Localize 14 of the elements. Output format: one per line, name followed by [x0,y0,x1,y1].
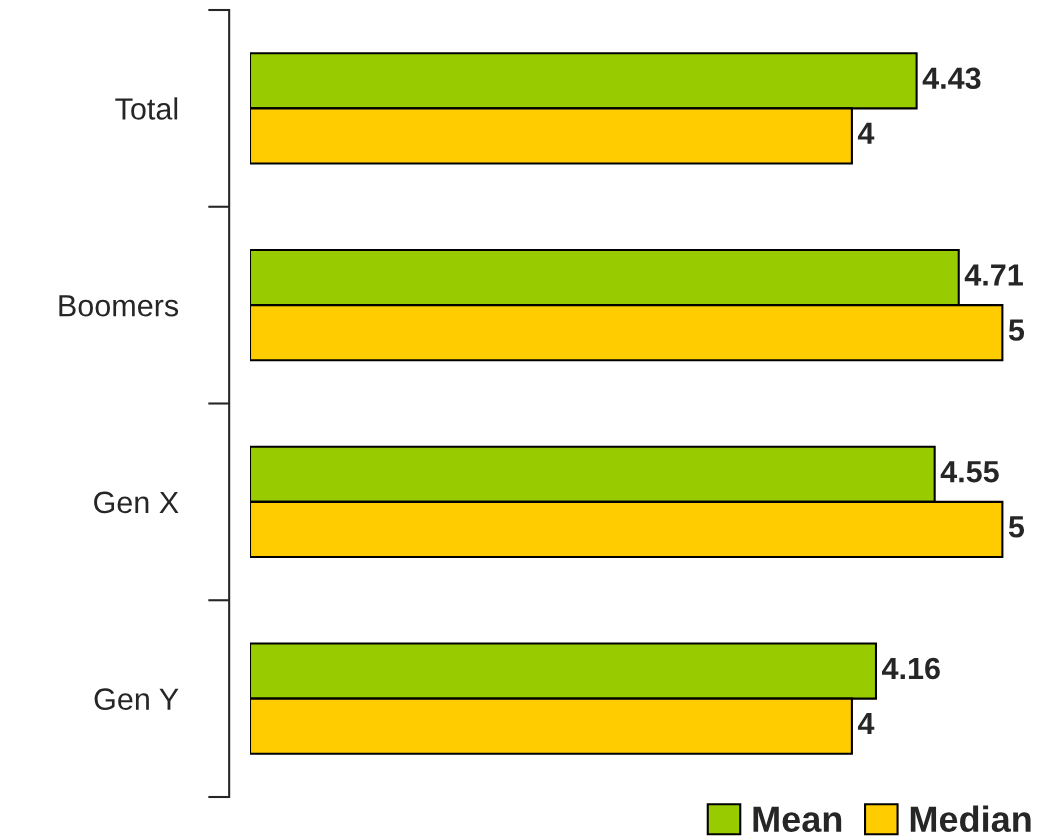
y-tick-label: Gen X [94,491,179,514]
y-tick-label: Total [115,97,178,120]
data-label: 4.71 [964,264,1023,286]
data-label: 4.43 [922,67,981,90]
legend-label: Median [910,805,1031,833]
data-label: 4 [857,713,875,735]
legend-label: Mean [753,806,842,833]
y-tick-label: Boomers [59,295,179,317]
data-label: 4.55 [940,461,999,483]
data-label: 5 [1008,319,1025,341]
data-label: 4.16 [882,657,940,680]
data-label: 4 [857,122,875,144]
y-tick-label: Gen Y [94,688,179,710]
data-label: 5 [1008,516,1025,538]
